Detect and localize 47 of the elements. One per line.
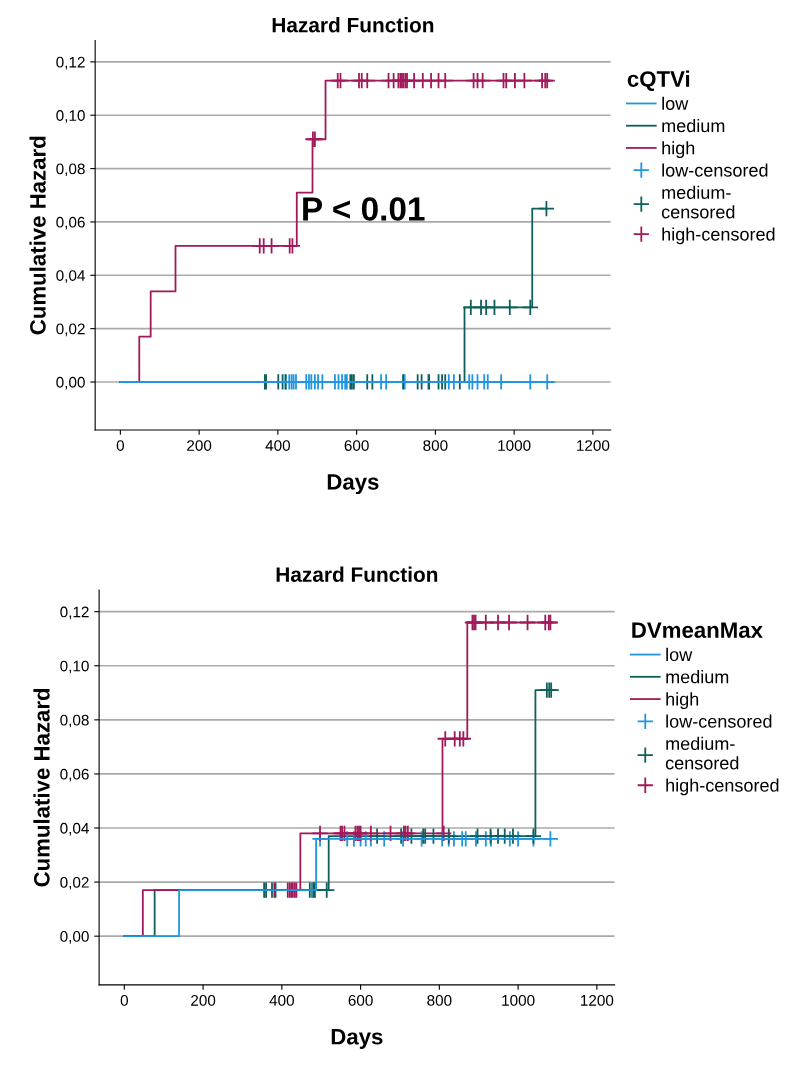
x-tick-label: 0: [116, 440, 125, 451]
legend-title: DVmeanMax: [632, 622, 763, 638]
legend-label: low-censored: [662, 163, 768, 177]
legend-label: high-censored: [666, 778, 779, 796]
x-tick-label: 600: [344, 440, 369, 451]
x-axis-title: Days: [331, 1029, 383, 1049]
y-tick-label: 0,02: [56, 323, 85, 337]
y-axis-title: Cumulative Hazard: [29, 136, 46, 335]
y-tick-label: 0,12: [60, 606, 89, 620]
y-tick-label: 0,04: [56, 270, 85, 283]
legend-label: low: [662, 96, 689, 110]
y-tick-label: 0,06: [56, 216, 85, 230]
legend-label: high: [666, 692, 699, 710]
chart-title: Hazard Function: [276, 566, 438, 582]
x-tick-label: 1000: [498, 440, 531, 451]
y-tick-label: 0,04: [60, 822, 89, 836]
x-tick-label: 1200: [581, 994, 614, 1006]
x-tick-label: 800: [427, 994, 452, 1006]
legend-label: low-censored: [666, 714, 772, 728]
x-tick-label: 800: [423, 440, 448, 451]
x-tick-label: 400: [265, 440, 291, 451]
y-tick-label: 0,06: [60, 768, 89, 782]
y-tick-label: 0,08: [60, 714, 89, 728]
y-tick-label: 0,10: [56, 110, 85, 123]
legend-label: high: [662, 141, 695, 159]
x-tick-label: 1200: [577, 440, 610, 451]
y-tick-label: 0,00: [56, 376, 85, 390]
x-tick-label: 400: [269, 994, 294, 1006]
legend-label: high-censored: [662, 227, 775, 245]
x-tick-label: 200: [187, 440, 212, 451]
y-tick-label: 0,08: [56, 163, 85, 177]
y-tick-label: 0,00: [60, 931, 89, 944]
legend-label: medium: [666, 670, 729, 684]
y-axis-title: Cumulative Hazard: [33, 688, 50, 887]
annotation: P < 0.01: [303, 197, 425, 221]
legend-label: low: [666, 647, 693, 662]
x-axis-title: Days: [327, 474, 379, 495]
x-tick-label: 0: [120, 994, 128, 1006]
chart-title: Hazard Function: [272, 17, 434, 33]
x-tick-label: 1000: [502, 994, 535, 1006]
x-tick-label: 600: [348, 994, 373, 1006]
x-tick-label: 200: [191, 994, 216, 1006]
legend-title: cQTVi: [627, 70, 690, 92]
y-tick-label: 0,02: [60, 876, 89, 890]
y-tick-label: 0,12: [56, 56, 85, 70]
y-tick-label: 0,10: [60, 660, 89, 674]
legend-label: medium: [662, 118, 725, 133]
